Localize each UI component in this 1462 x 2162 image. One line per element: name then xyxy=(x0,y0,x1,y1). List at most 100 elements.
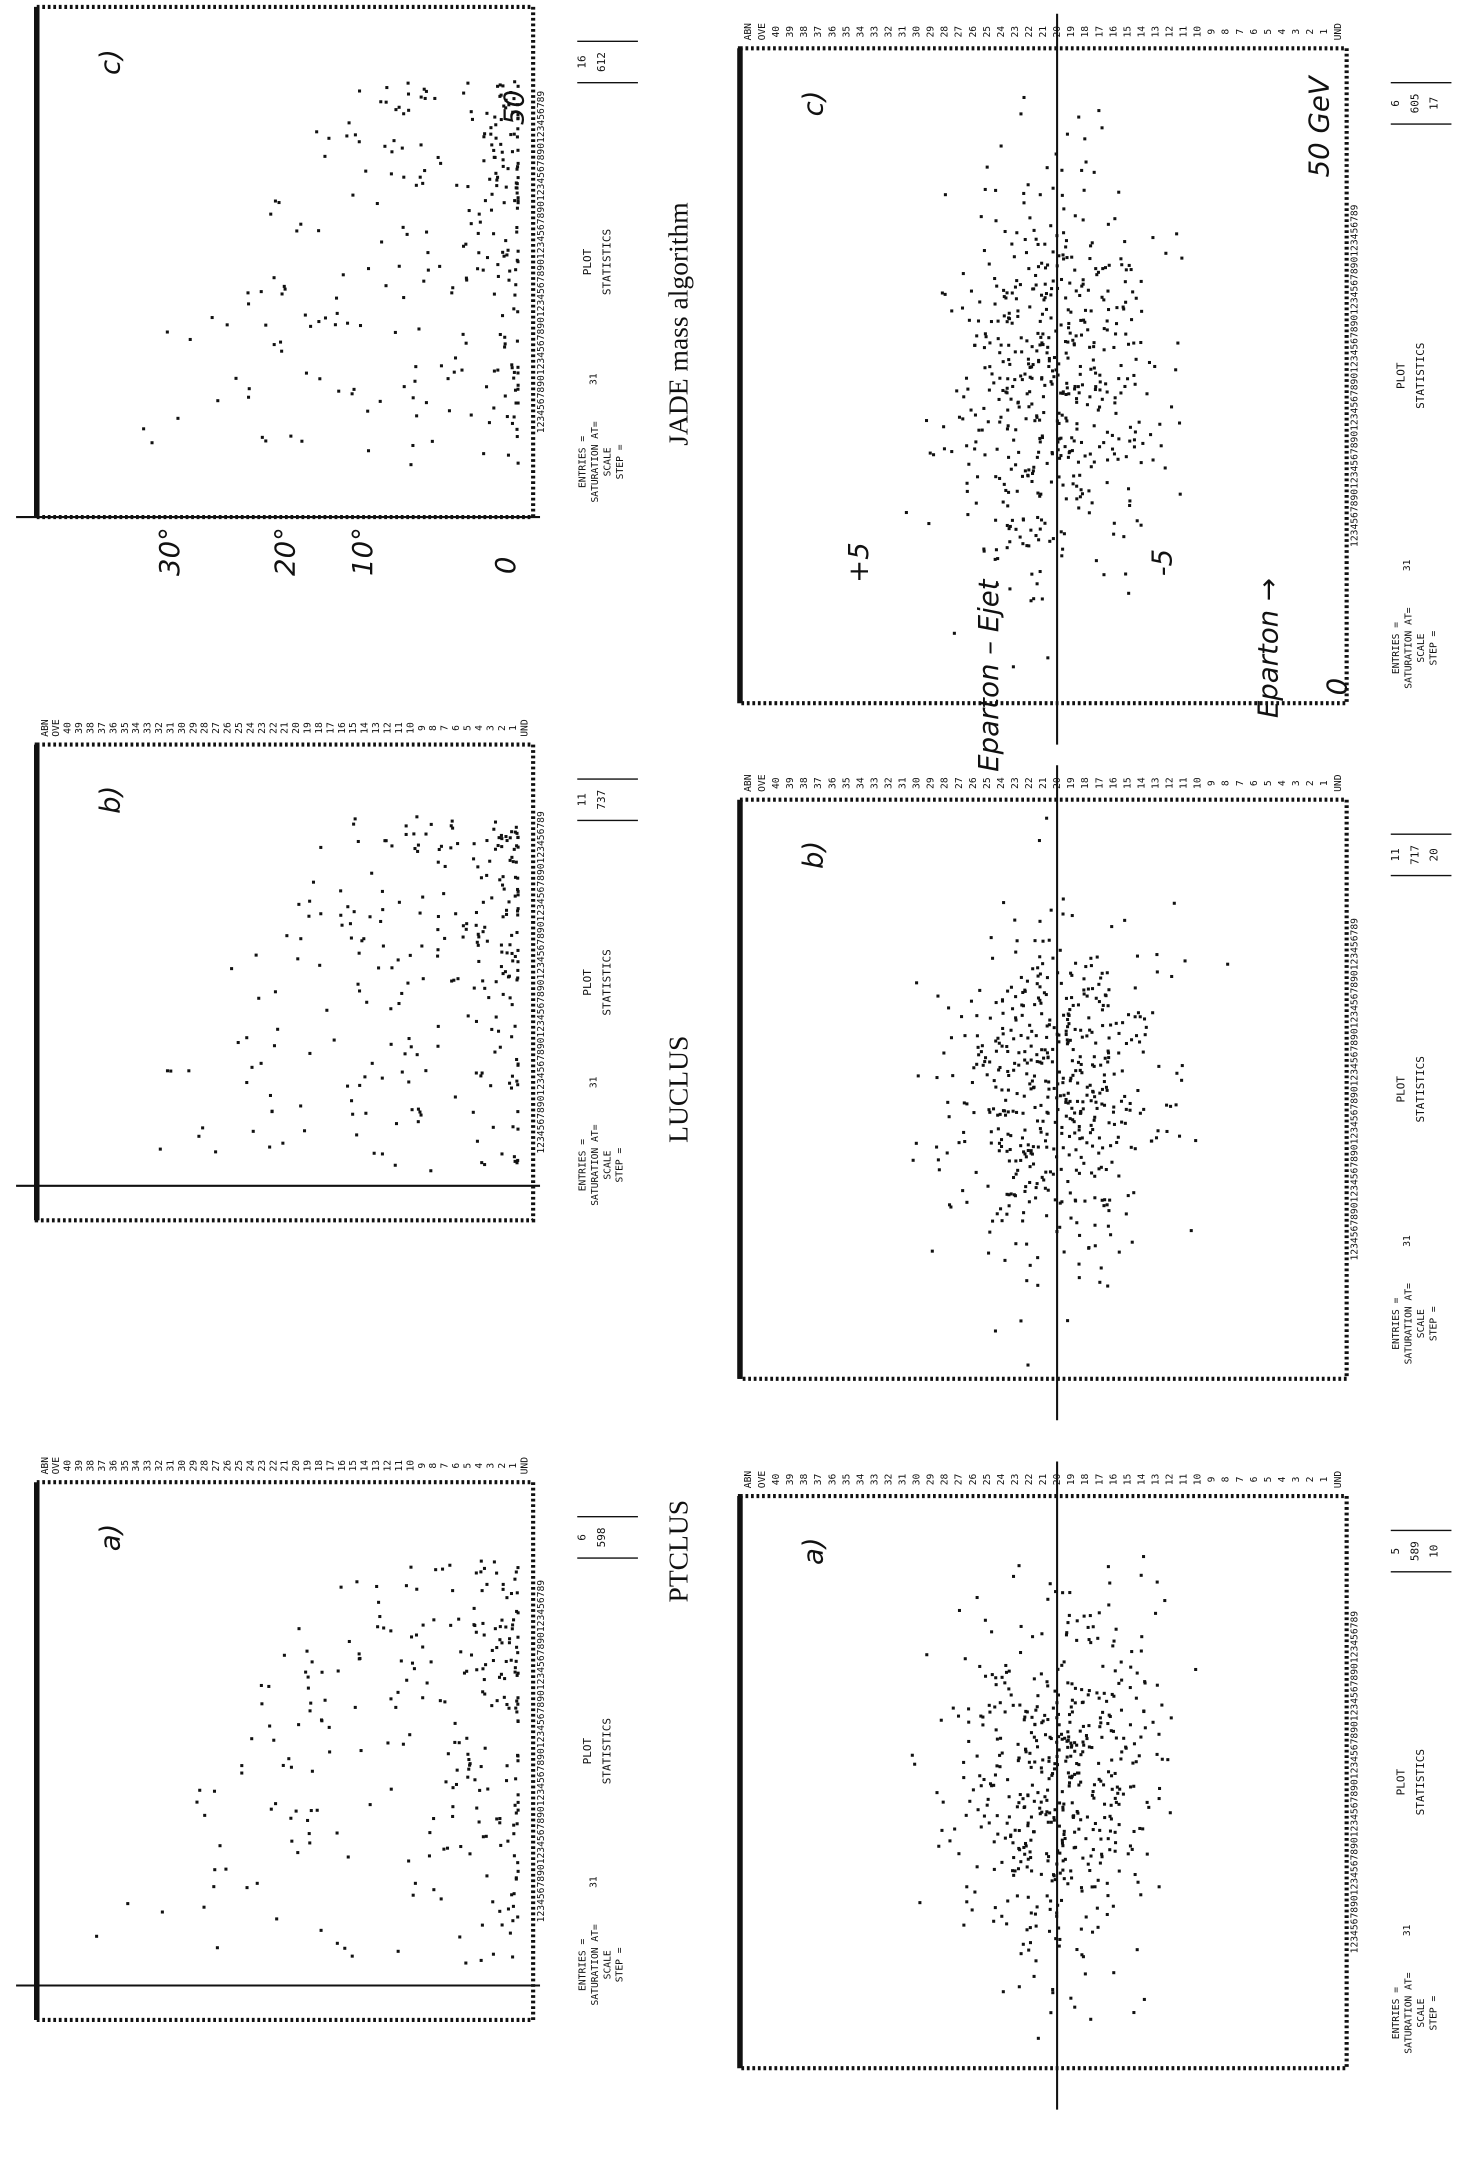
scatter-dot xyxy=(436,948,439,951)
scatter-dot xyxy=(994,1676,997,1679)
scatter-dot xyxy=(1022,1112,1025,1115)
scatter-dot xyxy=(281,1142,284,1145)
scatter-dot xyxy=(997,337,1000,340)
scatter-dot xyxy=(1048,1930,1051,1933)
row-label: 7 xyxy=(440,725,451,731)
scatter-dot xyxy=(362,937,365,940)
scatter-dot xyxy=(1009,1148,1012,1151)
scatter-dot xyxy=(1106,328,1109,331)
scatter-dot xyxy=(495,1016,498,1019)
scatter-dot xyxy=(1067,1041,1070,1044)
scatter-dot xyxy=(272,1739,275,1742)
scatter-dot xyxy=(159,1148,162,1151)
scatter-dot xyxy=(506,1840,509,1843)
scatter-dot xyxy=(516,1674,519,1677)
scatter-dot xyxy=(1088,257,1091,260)
scatter-dot xyxy=(1047,1760,1050,1763)
scatter-dot xyxy=(1061,548,1064,551)
row-label: 30 xyxy=(177,722,188,734)
scatter-dot xyxy=(1090,1746,1093,1749)
row-label: 30 xyxy=(912,26,923,38)
scatter-dot xyxy=(371,1062,374,1065)
scatter-dot xyxy=(1157,1733,1160,1736)
scatter-dot xyxy=(475,1807,478,1810)
scatter-dot xyxy=(1080,1156,1083,1159)
scatter-dot xyxy=(1111,1644,1114,1647)
scatter-dot xyxy=(966,490,969,493)
scatter-dot xyxy=(475,1668,478,1671)
scatter-dot xyxy=(516,192,519,195)
scatter-dot xyxy=(1061,1844,1064,1847)
row-label: 21 xyxy=(1038,1473,1049,1485)
scatter-dot xyxy=(1079,1029,1082,1032)
scatter-dot xyxy=(1008,1159,1011,1162)
scatter-dot xyxy=(993,277,996,280)
scatter-dot xyxy=(434,1568,437,1571)
scatter-dot xyxy=(999,1207,1002,1210)
scatter-dot xyxy=(1045,1852,1048,1855)
row-label: 37 xyxy=(813,1473,824,1485)
scatter-dot xyxy=(516,1128,519,1131)
row-label: 5 xyxy=(1263,780,1274,786)
row-label: 37 xyxy=(813,777,824,789)
scatter-dot xyxy=(1057,374,1060,377)
scatter-dot xyxy=(1113,452,1116,455)
scatter-dot xyxy=(436,955,439,958)
scatter-dot xyxy=(267,1685,270,1688)
scatter-dot xyxy=(988,1704,991,1707)
scatter-dot xyxy=(1072,1816,1075,1819)
scatter-dot xyxy=(1024,469,1027,472)
scatter-dot xyxy=(1094,267,1097,270)
scatter-dot xyxy=(1073,2006,1076,2009)
row-label: 22 xyxy=(1024,777,1035,789)
scatter-dot xyxy=(953,1827,956,1830)
scatter-dot xyxy=(1040,1672,1043,1675)
row-label: 10 xyxy=(1193,1473,1204,1485)
scatter-dot xyxy=(295,229,298,232)
scatter-dot xyxy=(510,830,513,833)
scatter-dot xyxy=(507,1707,510,1710)
scatter-dot xyxy=(1012,1575,1015,1578)
scatter-dot xyxy=(998,477,1001,480)
scatter-dot xyxy=(966,513,969,516)
scatter-dot xyxy=(1026,1865,1029,1868)
row-label: 13 xyxy=(1150,26,1161,38)
scatter-dot xyxy=(1033,1760,1036,1763)
scatter-dot xyxy=(1073,1831,1076,1834)
scatter-dot xyxy=(1050,287,1053,290)
scatter-dot xyxy=(226,323,229,326)
row-label: 35 xyxy=(841,26,852,38)
scatter-dot xyxy=(1098,1778,1101,1781)
row-label: 35 xyxy=(120,1460,131,1472)
scatter-dot xyxy=(1006,1150,1009,1153)
scatter-dot xyxy=(1138,421,1141,424)
scatter-dot xyxy=(1062,1808,1065,1811)
row-label: 7 xyxy=(1235,29,1246,35)
scatter-dot xyxy=(515,1710,518,1713)
scatter-dot xyxy=(1023,1718,1026,1721)
setting-value: 31 xyxy=(1402,1924,1413,1936)
scatter-dot xyxy=(961,417,964,420)
scatter-dot xyxy=(500,845,503,848)
scatter-dot xyxy=(415,1588,418,1591)
scatter-dot xyxy=(319,846,322,849)
scatter-dot xyxy=(1089,368,1092,371)
row-label: 31 xyxy=(898,1473,909,1485)
scatter-dot xyxy=(995,1001,998,1004)
scatter-dot xyxy=(1021,475,1024,478)
scatter-dot xyxy=(1086,1086,1089,1089)
row-label: 35 xyxy=(841,777,852,789)
scatter-dot xyxy=(1055,1096,1058,1099)
scatter-dot xyxy=(962,395,965,398)
scatter-dot xyxy=(985,335,988,338)
scatter-dot xyxy=(962,272,965,275)
scatter-dot xyxy=(517,85,520,88)
scatter-dot xyxy=(436,1045,439,1048)
scatter-dot xyxy=(990,372,993,375)
row-label: 35 xyxy=(120,722,131,734)
scatter-dot xyxy=(1060,1733,1063,1736)
scatter-dot xyxy=(1015,231,1018,234)
scatter-dot xyxy=(983,366,986,369)
scatter-dot xyxy=(972,1788,975,1791)
scatter-dot xyxy=(1013,919,1016,922)
